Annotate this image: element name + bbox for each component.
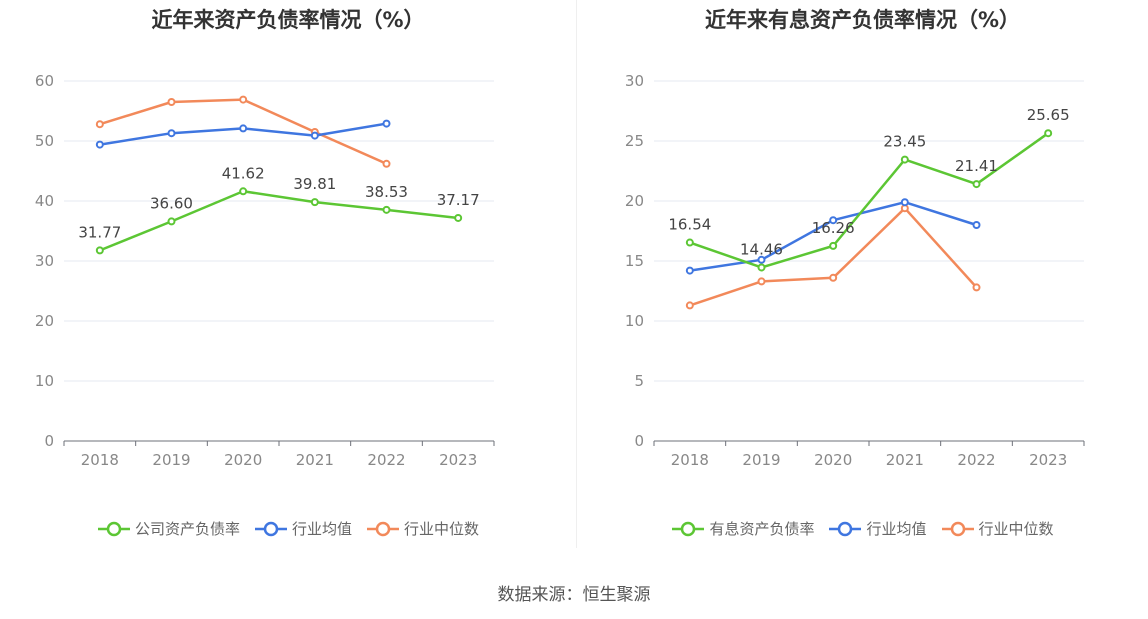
data-point[interactable] — [685, 238, 694, 247]
series-line — [99, 190, 459, 252]
data-point[interactable] — [829, 241, 838, 250]
x-tick-label: 2021 — [886, 451, 924, 469]
data-label: 25.65 — [1027, 106, 1070, 124]
y-tick-label: 25 — [625, 132, 644, 150]
chart-legend: 公司资产负债率 行业均值 行业中位数 — [0, 518, 576, 539]
y-tick-label: 5 — [634, 372, 644, 390]
data-point[interactable] — [167, 98, 176, 106]
panel-divider — [576, 0, 577, 548]
x-tick-label: 2020 — [224, 451, 262, 469]
data-point[interactable] — [382, 205, 391, 214]
x-tick-label: 2022 — [957, 451, 995, 469]
data-point[interactable] — [829, 273, 838, 282]
line-chart-interest-debt-ratio: 0 5 10 15 20 25 30 2018 2019 2020 2021 2022 2023 16.5… — [625, 72, 1085, 469]
data-label: 21.41 — [955, 157, 998, 175]
data-point[interactable] — [972, 180, 981, 189]
y-tick-label: 15 — [625, 252, 644, 270]
y-tick-label: 10 — [35, 372, 54, 390]
legend-label: 行业均值 — [291, 520, 352, 538]
data-label: 38.53 — [365, 183, 408, 201]
chart-legend: 有息资产负债率 行业均值 行业中位数 — [577, 518, 1148, 539]
legend-label: 公司资产负债率 — [134, 520, 240, 538]
x-tick-label: 2022 — [367, 451, 405, 469]
legend-item[interactable]: 行业中位数 — [941, 518, 1054, 539]
data-point[interactable] — [310, 131, 319, 140]
data-point[interactable] — [382, 119, 391, 128]
legend-item[interactable]: 行业中位数 — [366, 518, 479, 539]
x-tick-label: 2018 — [671, 451, 709, 469]
data-point[interactable] — [757, 263, 766, 272]
legend-line-marker-icon — [367, 521, 399, 536]
data-label: 39.81 — [293, 175, 336, 193]
data-point[interactable] — [95, 120, 104, 129]
y-tick-label: 20 — [625, 192, 644, 210]
data-label: 41.62 — [222, 164, 265, 182]
data-source-note: 数据来源：恒生聚源 — [497, 585, 651, 605]
legend-label: 行业中位数 — [404, 520, 480, 538]
x-tick-label: 2019 — [742, 451, 780, 469]
data-label: 16.54 — [668, 216, 711, 234]
data-point[interactable] — [167, 217, 176, 226]
data-label: 36.60 — [150, 194, 193, 212]
data-label: 14.46 — [740, 240, 783, 258]
legend-item[interactable]: 行业均值 — [254, 518, 352, 539]
data-point[interactable] — [1044, 129, 1053, 138]
x-tick-label: 2023 — [439, 451, 477, 469]
data-point[interactable] — [757, 277, 766, 286]
legend-line-marker-icon — [254, 521, 287, 536]
legend-line-marker-icon — [672, 521, 705, 536]
data-point[interactable] — [972, 221, 981, 229]
legend-label: 行业中位数 — [978, 520, 1054, 538]
data-point[interactable] — [239, 124, 248, 133]
chart-title: 近年来资产负债率情况（%） — [151, 8, 425, 32]
data-point[interactable] — [239, 95, 248, 104]
chart-title: 近年来有息资产负债率情况（%） — [704, 8, 1021, 32]
data-point[interactable] — [685, 301, 694, 310]
data-point[interactable] — [167, 129, 176, 138]
legend-item[interactable]: 有息资产负债率 — [671, 518, 814, 539]
y-tick-label: 30 — [35, 252, 54, 270]
data-point[interactable] — [310, 198, 319, 207]
data-label: 16.26 — [812, 219, 855, 237]
x-tick-label: 2020 — [814, 451, 852, 469]
legend-line-marker-icon — [829, 521, 862, 536]
data-point[interactable] — [95, 246, 104, 255]
data-point[interactable] — [382, 159, 391, 168]
y-tick-label: 10 — [625, 312, 644, 330]
y-tick-label: 20 — [35, 312, 54, 330]
legend-item[interactable]: 行业均值 — [828, 518, 927, 539]
y-tick-label: 0 — [44, 432, 54, 450]
data-point[interactable] — [972, 283, 981, 292]
data-label: 23.45 — [883, 133, 926, 151]
data-point[interactable] — [757, 255, 766, 264]
x-tick-label: 2019 — [152, 451, 190, 469]
data-point[interactable] — [685, 266, 694, 275]
data-label: 31.77 — [78, 223, 121, 241]
chart-panel-interest-debt-ratio: 近年来有息资产负债率情况（%） 0 5 10 15 20 25 30 2018 2019 2020… — [577, 0, 1148, 550]
legend-line-marker-icon — [941, 521, 974, 536]
y-tick-label: 40 — [35, 192, 54, 210]
chart-panel-debt-ratio: 近年来资产负债率情况（%） 0 10 20 30 40 50 60 2018 2019 2020 2… — [0, 0, 576, 550]
x-tick-label: 2021 — [296, 451, 334, 469]
data-point[interactable] — [239, 187, 248, 196]
legend-label: 行业均值 — [866, 520, 927, 538]
y-tick-label: 50 — [35, 132, 54, 150]
legend-item[interactable]: 公司资产负债率 — [97, 518, 240, 539]
data-point[interactable] — [900, 198, 909, 207]
y-tick-label: 0 — [634, 432, 644, 450]
legend-label: 有息资产负债率 — [709, 520, 815, 538]
y-tick-label: 30 — [625, 72, 644, 90]
data-point[interactable] — [900, 155, 909, 164]
x-tick-label: 2023 — [1029, 451, 1067, 469]
y-tick-label: 60 — [35, 72, 54, 90]
data-point[interactable] — [829, 216, 838, 225]
legend-line-marker-icon — [97, 521, 130, 536]
data-label: 37.17 — [437, 191, 480, 209]
data-point[interactable] — [95, 140, 104, 149]
line-chart-debt-ratio: 0 10 20 30 40 50 60 2018 2019 2020 2021 2022 2023 31.… — [35, 72, 495, 469]
x-tick-label: 2018 — [81, 451, 119, 469]
series-line — [689, 132, 1049, 269]
data-point[interactable] — [454, 213, 463, 222]
